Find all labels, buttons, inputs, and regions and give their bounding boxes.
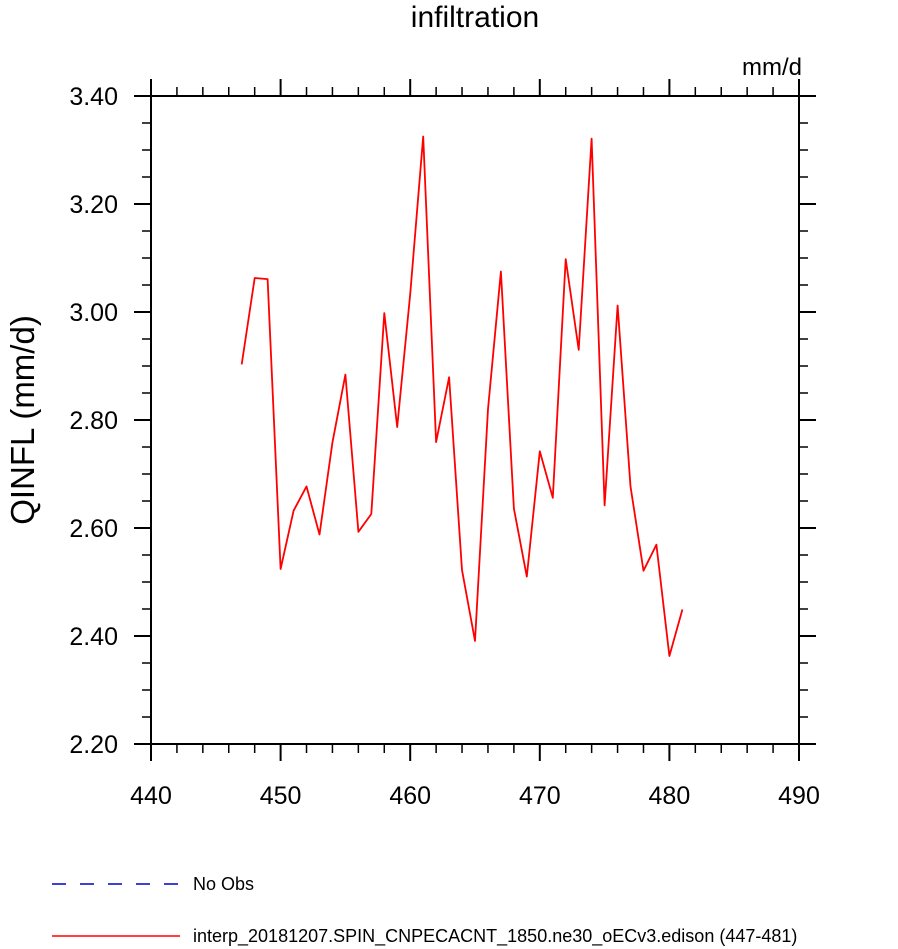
chart-title: infiltration: [411, 1, 539, 34]
legend-label-no-obs: No Obs: [193, 874, 254, 894]
plot-frame: [150, 95, 800, 745]
axis-ticks: [134, 79, 816, 761]
legend: No Obs interp_20181207.SPIN_CNPECACNT_18…: [52, 874, 797, 947]
y-tick-label: 2.80: [69, 407, 118, 435]
x-tick-label: 470: [519, 782, 561, 810]
y-tick-label: 2.20: [69, 731, 118, 759]
series-lines: [240, 135, 684, 657]
y-tick-label: 2.40: [69, 623, 118, 651]
y-axis-label: QINFL (mm/d): [4, 315, 41, 525]
y-tick-label: 3.00: [69, 299, 118, 327]
y-tick-label: 2.60: [69, 515, 118, 543]
x-tick-label: 490: [778, 782, 820, 810]
x-tick-label: 480: [649, 782, 691, 810]
x-tick-label: 450: [260, 782, 302, 810]
x-tick-label: 440: [130, 782, 172, 810]
tick-labels: 440 450 460 470 480 490 2.20 2.40 2.60 2.80 3.00 3.…: [69, 83, 820, 810]
series-line: [240, 135, 684, 657]
y-tick-label: 3.40: [69, 83, 118, 111]
y-tick-label: 3.20: [69, 191, 118, 219]
legend-label-model: interp_20181207.SPIN_CNPECACNT_1850.ne30…: [193, 926, 797, 947]
units-label: mm/d: [742, 54, 802, 81]
x-tick-label: 460: [389, 782, 431, 810]
